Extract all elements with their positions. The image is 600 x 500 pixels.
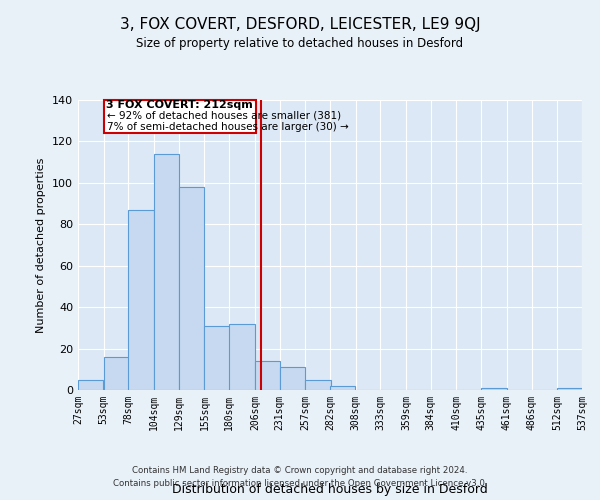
Bar — [229, 324, 254, 390]
Bar — [481, 388, 506, 390]
Text: 3 FOX COVERT: 212sqm: 3 FOX COVERT: 212sqm — [106, 100, 253, 110]
Bar — [280, 367, 305, 390]
Bar — [557, 388, 583, 390]
Bar — [330, 386, 355, 390]
Bar — [255, 361, 280, 390]
Text: Size of property relative to detached houses in Desford: Size of property relative to detached ho… — [136, 38, 464, 51]
Text: 7% of semi-detached houses are larger (30) →: 7% of semi-detached houses are larger (3… — [107, 122, 349, 132]
Bar — [305, 380, 331, 390]
Bar — [179, 187, 204, 390]
Text: ← 92% of detached houses are smaller (381): ← 92% of detached houses are smaller (38… — [107, 110, 341, 120]
Y-axis label: Number of detached properties: Number of detached properties — [37, 158, 46, 332]
Bar — [205, 326, 230, 390]
Bar — [128, 210, 154, 390]
Bar — [154, 154, 179, 390]
X-axis label: Distribution of detached houses by size in Desford: Distribution of detached houses by size … — [172, 483, 488, 496]
Text: 3, FOX COVERT, DESFORD, LEICESTER, LE9 9QJ: 3, FOX COVERT, DESFORD, LEICESTER, LE9 9… — [119, 18, 481, 32]
Bar — [104, 357, 129, 390]
Text: Contains HM Land Registry data © Crown copyright and database right 2024.
Contai: Contains HM Land Registry data © Crown c… — [113, 466, 487, 487]
Bar — [78, 380, 103, 390]
FancyBboxPatch shape — [104, 100, 256, 133]
